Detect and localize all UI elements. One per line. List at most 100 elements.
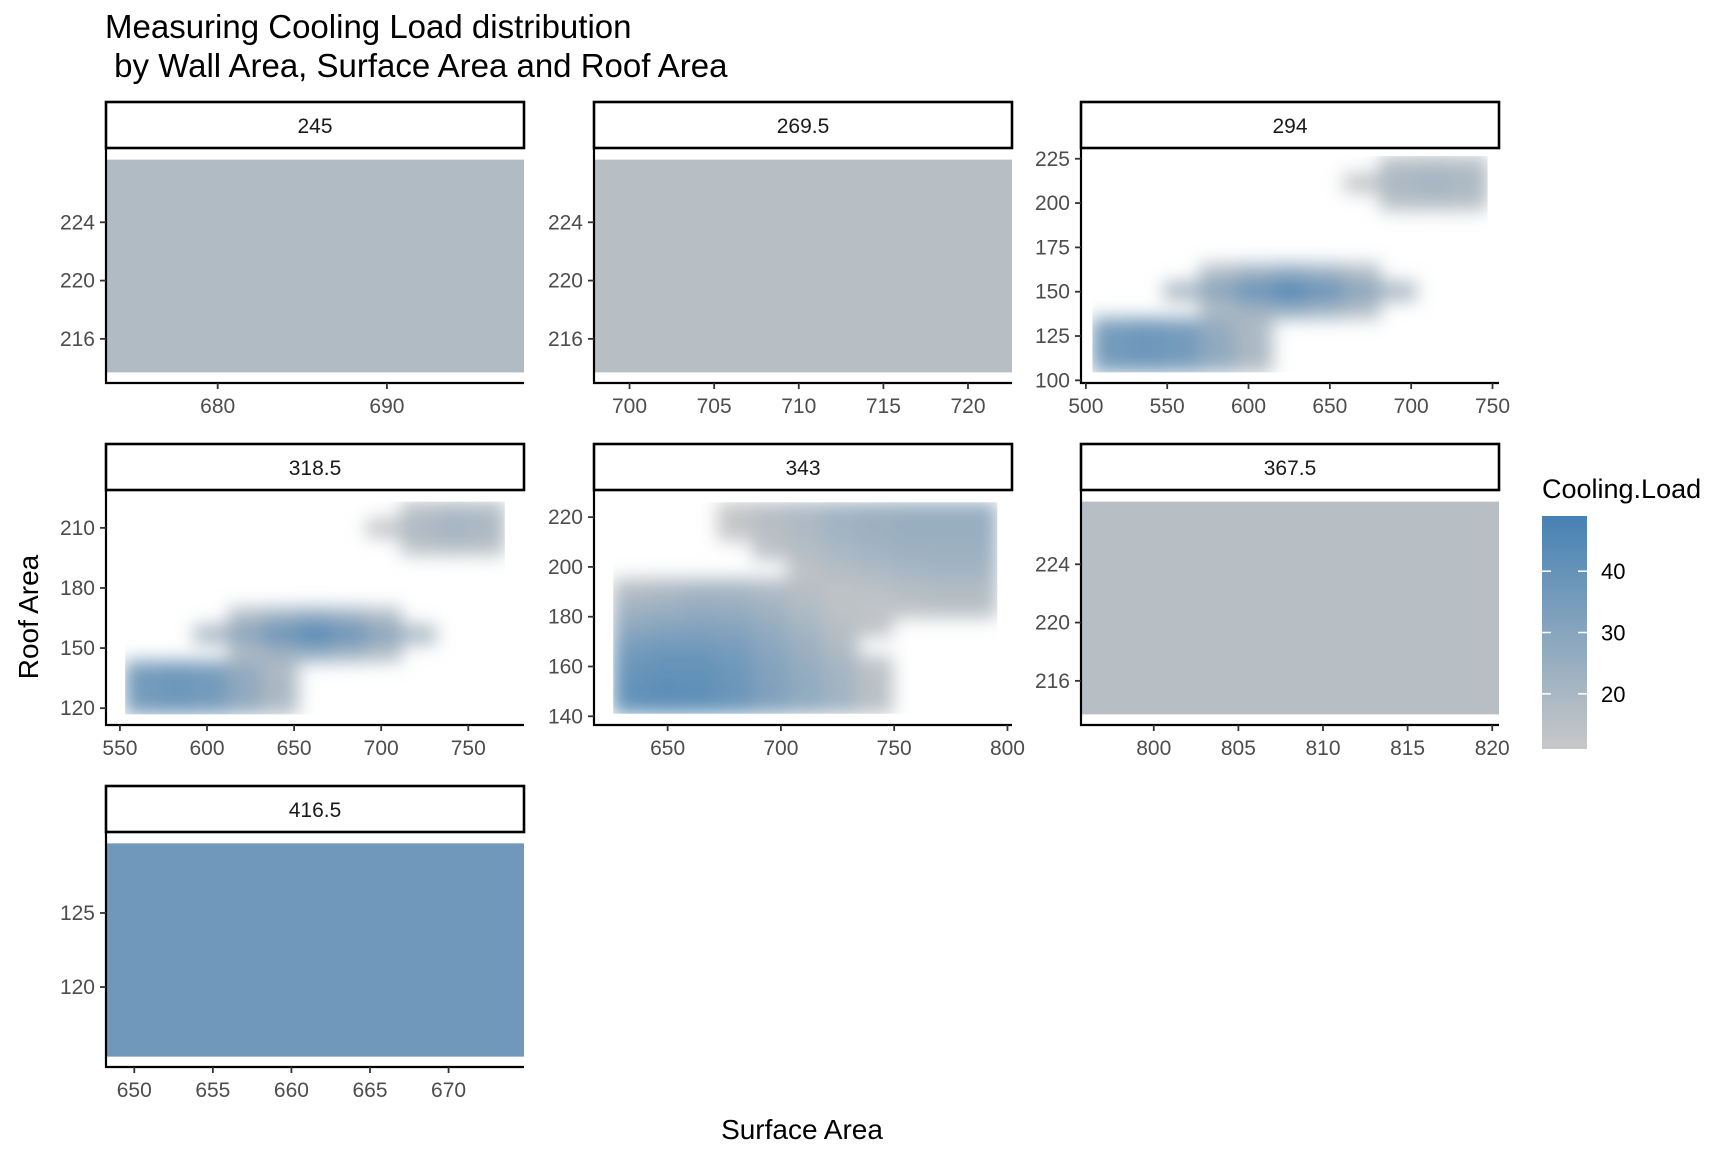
heat-cell	[822, 559, 859, 580]
facet-panel: 269.5 700 705 710 715 720 216 220 224	[548, 100, 1014, 418]
heat-cell	[857, 674, 894, 696]
heat-cell	[1343, 173, 1381, 193]
heat-cell	[297, 642, 333, 662]
heat-cell	[613, 597, 649, 619]
heat-cell	[717, 597, 754, 619]
heat-cell	[1092, 335, 1129, 355]
heat-cell	[1199, 263, 1237, 283]
heat-cell	[331, 607, 368, 627]
heat-cell	[682, 597, 719, 619]
heat-cell	[1271, 263, 1309, 283]
heat-cell	[787, 674, 824, 696]
heat-cell	[857, 617, 894, 638]
heat-cell	[822, 694, 859, 714]
heat-cell	[613, 694, 649, 714]
y-tick-label: 224	[548, 211, 583, 234]
heat-surface	[106, 843, 524, 1057]
facet-strip	[592, 100, 1014, 150]
heat-cell	[1415, 156, 1453, 175]
y-tick-label: 220	[548, 270, 583, 293]
heat-cell	[717, 655, 754, 676]
heat-cell	[1092, 317, 1129, 337]
facet-panel: 318.5 550 600 650 700 750 120 150 180 210	[60, 442, 526, 760]
heat-cell	[1127, 317, 1165, 337]
x-tick-label: 820	[1475, 737, 1510, 760]
heat-cell	[1307, 299, 1345, 319]
y-tick-label: 220	[1035, 612, 1070, 635]
heat-cell	[926, 578, 963, 599]
heat-surface	[1081, 501, 1499, 715]
heat-cell	[297, 625, 333, 644]
heat-cell	[613, 636, 649, 657]
facet-panel: 416.5 650 655 660 665 670 120 125	[60, 784, 526, 1102]
heat-cell	[594, 159, 1012, 373]
heat-cell	[228, 678, 264, 698]
heat-cell	[1163, 281, 1201, 301]
facet-strip	[1079, 100, 1501, 150]
y-tick-label: 120	[60, 976, 95, 999]
heat-cell	[106, 843, 524, 1057]
heat-cell	[1163, 317, 1201, 337]
heat-cell	[961, 578, 998, 599]
heat-cell	[857, 502, 894, 522]
legend-break-label: 40	[1601, 559, 1625, 584]
y-tick-label: 216	[548, 328, 583, 351]
heat-cell	[857, 578, 894, 599]
heat-cell	[752, 694, 789, 714]
heat-cell	[193, 625, 230, 644]
heat-cell	[822, 636, 859, 657]
x-tick-label: 800	[990, 737, 1025, 760]
heat-cell	[647, 617, 684, 638]
heat-cell	[892, 578, 928, 599]
heat-cell	[1235, 263, 1273, 283]
facet-panel: 367.5 800 805 810 815 820 216 220 224	[1035, 442, 1510, 760]
heat-cell	[400, 518, 437, 538]
heat-cell	[717, 617, 754, 638]
heat-cell	[1379, 173, 1417, 193]
heat-cell	[822, 617, 859, 638]
heat-cell	[1379, 281, 1417, 301]
y-tick-label: 210	[60, 517, 95, 540]
heat-cell	[262, 660, 299, 680]
y-axis-title: Roof Area	[13, 554, 44, 679]
x-tick-label: 500	[1068, 395, 1103, 418]
heat-cell	[262, 607, 299, 627]
heat-cell	[331, 642, 368, 662]
heat-cell	[469, 501, 505, 520]
x-tick-label: 750	[877, 737, 912, 760]
x-tick-label: 600	[1231, 395, 1266, 418]
y-tick-label: 180	[60, 577, 95, 600]
heat-cell	[435, 518, 471, 538]
x-tick-label: 700	[1394, 395, 1429, 418]
x-tick-label: 650	[650, 737, 685, 760]
heat-cell	[822, 674, 859, 696]
heat-cell	[1451, 173, 1488, 193]
heat-cell	[787, 597, 824, 619]
heat-cell	[228, 696, 264, 715]
heat-surface	[125, 501, 505, 715]
legend-ticks: 20 30 40	[1542, 559, 1625, 707]
facet-strip	[1079, 442, 1501, 492]
heat-cell	[297, 607, 333, 627]
y-tick-label: 220	[60, 270, 95, 293]
heat-cell	[1235, 299, 1273, 319]
legend-break-label: 20	[1601, 682, 1625, 707]
y-tick-label: 200	[548, 556, 583, 579]
heat-cell	[647, 674, 684, 696]
heat-cell	[752, 502, 789, 522]
heat-cell	[1235, 335, 1273, 355]
legend-title: Cooling.Load	[1542, 474, 1701, 504]
x-tick-label: 720	[950, 395, 985, 418]
heat-cell	[1199, 281, 1237, 301]
y-tick-label: 140	[548, 705, 583, 728]
heat-cell	[787, 520, 824, 542]
x-tick-label: 670	[431, 1079, 466, 1102]
heat-cell	[1081, 501, 1499, 715]
heat-cell	[822, 578, 859, 599]
heat-cell	[400, 625, 437, 644]
facet-strip	[104, 784, 526, 834]
heat-cell	[682, 674, 719, 696]
heat-cell	[926, 597, 963, 619]
heat-cell	[787, 502, 824, 522]
